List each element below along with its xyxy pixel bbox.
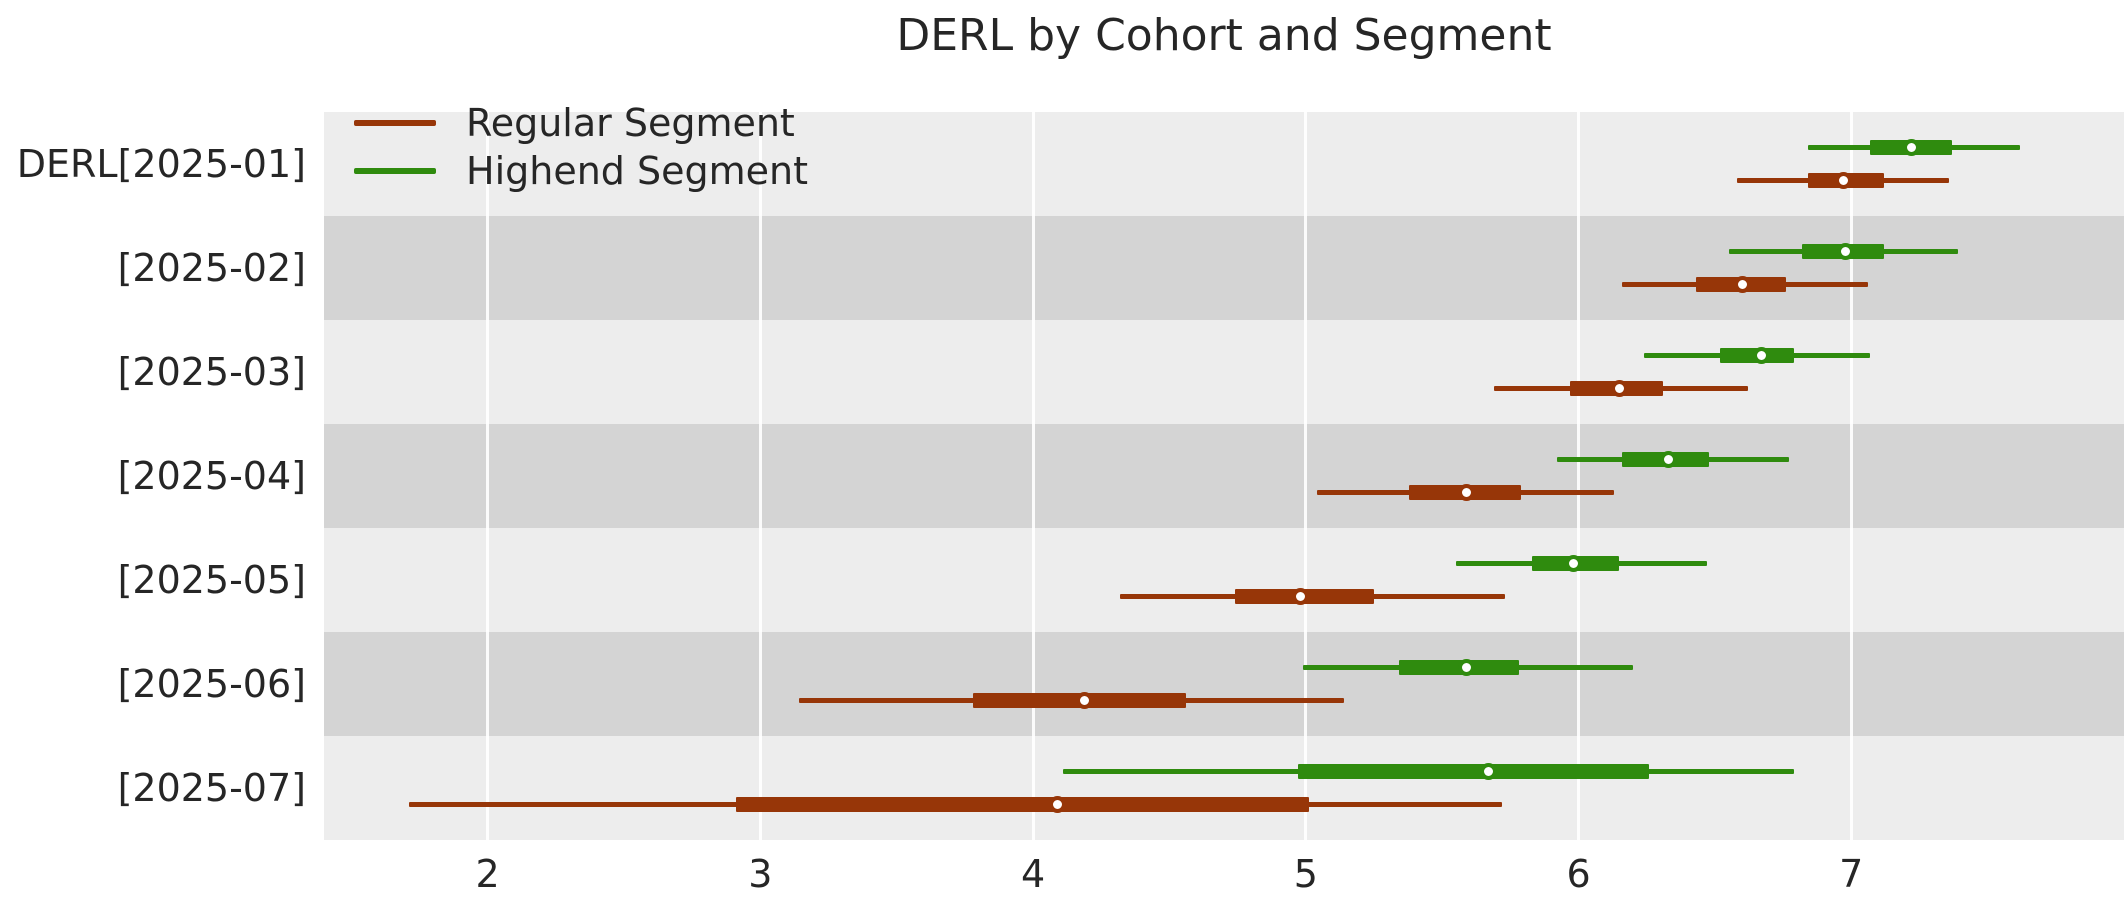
x-axis-tick-7: 7 bbox=[1839, 852, 1864, 896]
row-band-2025-03 bbox=[324, 320, 2124, 424]
x-axis-tick-3: 3 bbox=[748, 852, 773, 896]
x-axis-tick-4: 4 bbox=[1020, 852, 1046, 896]
row-band-2025-05 bbox=[324, 528, 2124, 632]
median-marker-highend-segment-2025-04 bbox=[1660, 450, 1678, 468]
row-band-2025-06 bbox=[324, 632, 2124, 736]
gridline-x-6 bbox=[1577, 112, 1581, 840]
y-axis-label-2025-02: [2025-02] bbox=[117, 246, 306, 290]
y-axis-label-2025-05: [2025-05] bbox=[117, 558, 306, 602]
median-marker-regular-segment-2025-01 bbox=[1834, 171, 1852, 189]
plot-area: Regular Segment Highend Segment bbox=[324, 101, 2124, 840]
y-axis-label-2025-04: [2025-04] bbox=[117, 454, 306, 498]
median-marker-highend-segment-2025-02 bbox=[1837, 242, 1855, 260]
median-marker-highend-segment-2025-07 bbox=[1480, 762, 1498, 780]
legend-line-icon bbox=[354, 168, 436, 174]
x-axis-tick-6: 6 bbox=[1566, 852, 1591, 896]
x-axis-tick-5: 5 bbox=[1293, 852, 1318, 896]
gridline-x-3 bbox=[758, 112, 762, 840]
box-highend-segment-2025-07 bbox=[1297, 763, 1650, 779]
gridline-x-7 bbox=[1849, 112, 1853, 840]
gridline-x-4 bbox=[1031, 112, 1035, 840]
legend-label: Regular Segment bbox=[466, 101, 795, 145]
x-axis-tick-2: 2 bbox=[475, 852, 500, 896]
box-regular-segment-2025-07 bbox=[735, 796, 1309, 812]
median-marker-highend-segment-2025-01 bbox=[1902, 138, 1920, 156]
median-marker-highend-segment-2025-05 bbox=[1564, 554, 1582, 572]
median-marker-regular-segment-2025-07 bbox=[1049, 795, 1067, 813]
y-axis-label-2025-07: [2025-07] bbox=[117, 766, 306, 810]
median-marker-regular-segment-2025-02 bbox=[1733, 275, 1751, 293]
legend-line-icon bbox=[354, 120, 436, 126]
row-band-2025-02 bbox=[324, 216, 2124, 320]
gridline-x-2 bbox=[486, 112, 490, 840]
median-marker-highend-segment-2025-03 bbox=[1752, 346, 1770, 364]
legend-label: Highend Segment bbox=[466, 149, 808, 193]
median-marker-regular-segment-2025-06 bbox=[1076, 691, 1094, 709]
row-band-2025-01 bbox=[324, 112, 2124, 216]
y-axis-label-2025-03: [2025-03] bbox=[117, 350, 306, 394]
y-axis-label-2025-06: [2025-06] bbox=[117, 662, 306, 706]
gridline-x-5 bbox=[1304, 112, 1308, 840]
median-marker-highend-segment-2025-06 bbox=[1458, 658, 1476, 676]
median-marker-regular-segment-2025-05 bbox=[1291, 587, 1309, 605]
y-axis-label-2025-01: DERL[2025-01] bbox=[16, 142, 306, 186]
median-marker-regular-segment-2025-03 bbox=[1610, 379, 1628, 397]
row-band-2025-07 bbox=[324, 736, 2124, 840]
median-marker-regular-segment-2025-04 bbox=[1458, 483, 1476, 501]
chart-title: DERL by Cohort and Segment bbox=[896, 10, 1552, 61]
row-band-2025-04 bbox=[324, 424, 2124, 528]
